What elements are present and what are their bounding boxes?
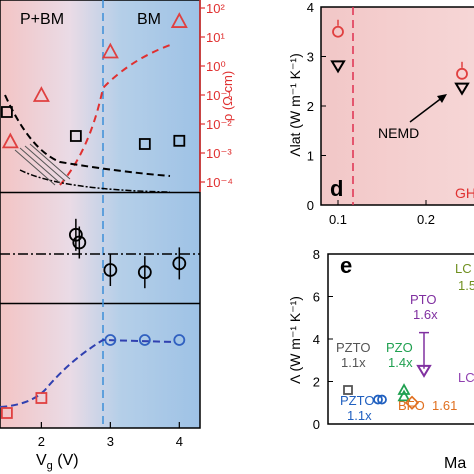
- d-y-tick-label: 2: [307, 99, 314, 114]
- e-y-tick-label: 4: [313, 332, 320, 347]
- nemd-annotation: NEMD: [378, 125, 419, 141]
- e-y-tick-label: 2: [313, 375, 320, 390]
- e-ratio-pzto-grey: 1.1x: [341, 355, 366, 370]
- bottom-square-point: [0, 407, 13, 419]
- d-x-tick-label: 0.2: [417, 212, 435, 227]
- xlabel-v: V: [36, 452, 47, 469]
- panel-d-region-text: GH: [455, 185, 474, 201]
- region-label-pbm: P+BM: [20, 11, 64, 28]
- bottom-subplot-bg: [0, 304, 200, 428]
- right-tick-label: 10⁻³: [206, 146, 232, 161]
- panel-e-ylabel: Λ (W m⁻¹ K⁻¹): [287, 296, 303, 384]
- left-stack-frame: [0, 0, 201, 429]
- panel-d-letter: d: [330, 176, 343, 201]
- d-y-tick-label: 3: [307, 50, 314, 65]
- right-ylabel: ρ (Ω cm): [220, 71, 235, 121]
- d-circle-point: [332, 25, 344, 38]
- e-label-lc-purple: LC: [458, 370, 474, 385]
- right-tick-label: 10¹: [206, 30, 225, 45]
- right-tick-label: 10²: [206, 1, 225, 16]
- e-label-pzto-grey: PZTO: [336, 340, 370, 355]
- e-ratio-pzo: 1.4x: [388, 355, 413, 370]
- e-green-triangle: [397, 389, 411, 402]
- e-green-triangle: [397, 383, 411, 395]
- d-circle-point: [456, 67, 468, 80]
- top-square-point: [173, 134, 186, 147]
- e-y-tick-label: 8: [313, 247, 320, 262]
- d-triangle-point: [330, 60, 346, 74]
- bottom-xlabel: Vg (V): [36, 452, 79, 472]
- e-label-lc-green: LC: [455, 261, 472, 276]
- black-dashed-fit-top: [4, 94, 171, 177]
- e-ratio-bfo: 1.61: [432, 398, 457, 413]
- x-tick-label: 4: [176, 434, 183, 449]
- d-y-tick-label: 0: [307, 198, 314, 213]
- region-label-bm: BM: [137, 11, 161, 28]
- top-square-point: [138, 138, 151, 150]
- blue-dashed-fit-bottom: [0, 338, 176, 408]
- bottom-circle-point: [173, 334, 186, 346]
- right-tick-label: 10⁻²: [206, 117, 232, 132]
- d-y-tick-label: 4: [307, 0, 314, 15]
- e-y-tick-label: 0: [313, 417, 320, 432]
- e-grey-square: [343, 385, 353, 395]
- panel-d-bg: [321, 7, 474, 205]
- e-ratio-pzto-blue: 1.1x: [347, 408, 372, 423]
- bottom-x-axis: 2 3 4: [38, 422, 183, 449]
- top-square-point: [0, 106, 13, 118]
- e-ratio-pto: 1.6x: [413, 307, 438, 322]
- top-square-point: [69, 130, 82, 142]
- e-label-pzto-blue: PZTO: [340, 393, 374, 408]
- e-ratio-lc-green: 1.5: [458, 278, 474, 293]
- nemd-arrow: [409, 96, 444, 123]
- x-tick-label: 3: [107, 434, 114, 449]
- middle-subplot-bg: [0, 193, 200, 303]
- top-triangle-point: [170, 12, 188, 28]
- top-triangle-point: [32, 86, 50, 102]
- right-tick-label: 10⁰: [206, 59, 226, 74]
- xlabel-unit: (V): [53, 452, 79, 469]
- e-blue-circle: [377, 394, 387, 405]
- d-y-tick-label: 1: [307, 149, 314, 164]
- right-tick-label: 10⁻⁴: [206, 175, 233, 190]
- dashdot-fit-top: [19, 169, 171, 193]
- panel-e-xlabel: Ma: [444, 455, 466, 472]
- e-label-pto: PTO: [410, 292, 437, 307]
- x-tick-label: 2: [38, 434, 45, 449]
- panel-d-ylabel: Λlat (W m⁻¹ K⁻¹): [287, 53, 303, 156]
- e-label-pzo: PZO: [386, 340, 413, 355]
- right-log-axis: 10² 10¹ 10⁰ 10⁻¹ 10⁻² 10⁻³ 10⁻⁴ ρ (Ω cm): [199, 0, 235, 192]
- nemd-arrowhead: [437, 94, 447, 103]
- bottom-circle-point: [104, 334, 117, 346]
- e-orange-diamond: [404, 395, 420, 410]
- panel-e-labels: PZTO 1.1x PZTO 1.1x PZO 1.4x PTO 1.6x BF…: [336, 261, 474, 423]
- d-x-tick-label: 0.1: [329, 212, 347, 227]
- hatched-region: [14, 143, 71, 186]
- d-triangle-point: [454, 82, 470, 96]
- right-tick-label: 10⁻¹: [206, 88, 232, 103]
- xlabel-g: g: [47, 460, 53, 472]
- top-triangle-point: [1, 132, 19, 149]
- panel-e-letter: e: [340, 253, 352, 278]
- bottom-square-point: [35, 392, 48, 404]
- bottom-circle-point: [138, 334, 151, 346]
- e-blue-circle: [373, 394, 383, 405]
- top-triangle-point: [101, 42, 119, 59]
- e-y-tick-label: 6: [313, 290, 320, 305]
